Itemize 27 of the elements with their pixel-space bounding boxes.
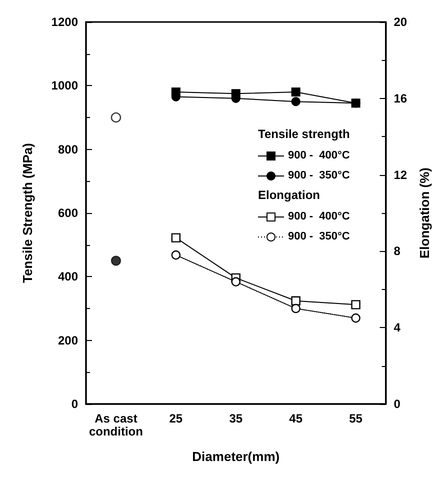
legend-label: 900 - 350°C: [288, 170, 350, 182]
legend-label: 900 - 400°C: [288, 210, 350, 222]
y-tick-label: 600: [58, 206, 78, 220]
y2-tick-label: 12: [394, 168, 408, 182]
x-tick-label: 45: [289, 412, 303, 426]
x-tick-label: 35: [229, 412, 243, 426]
y-tick-label: 1000: [51, 78, 78, 93]
x-tick-label: As cast condition: [88, 412, 143, 438]
legend-label: 900 - 350°C: [288, 230, 350, 242]
y2-axis-title: Elongation (%): [417, 168, 432, 258]
y-tick-label: 800: [58, 142, 78, 156]
x-tick-label: 55: [349, 412, 363, 426]
annotation: Tensile strength: [258, 127, 350, 141]
annotation: Elongation: [258, 188, 320, 202]
x-axis-title: Diameter(mm): [192, 449, 280, 464]
y2-tick-label: 16: [394, 91, 408, 106]
y2-tick-label: 8: [394, 244, 401, 258]
legend-label: 900 - 400°C: [288, 150, 350, 162]
y-tick-label: 400: [58, 270, 78, 284]
y-tick-label: 1200: [51, 15, 78, 29]
y-tick-label: 0: [71, 397, 78, 411]
y-axis-title: Tensile Strength (MPa): [20, 143, 35, 283]
x-tick-label: 25: [169, 412, 183, 426]
y2-tick-label: 20: [394, 15, 408, 29]
y2-tick-label: 4: [394, 320, 401, 335]
y2-tick-label: 0: [394, 397, 401, 411]
y-tick-label: 200: [58, 333, 78, 348]
